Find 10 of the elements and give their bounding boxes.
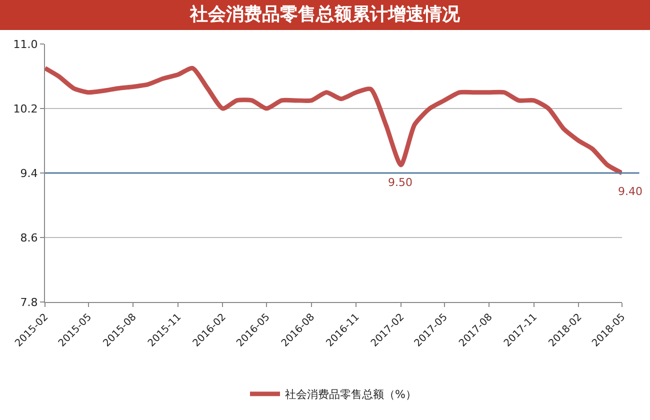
legend-label: 社会消费品零售总额（%） — [285, 388, 416, 402]
y-tick-label: 8.6 — [20, 231, 38, 244]
y-tick-label: 11.0 — [13, 38, 38, 51]
y-tick-label: 9.4 — [20, 166, 38, 180]
y-tick-label: 7.8 — [20, 296, 38, 309]
chart-title: 社会消费品零售总额累计增速情况 — [0, 0, 650, 30]
data-label: 9.40 — [618, 185, 642, 198]
data-label: 9.50 — [388, 176, 412, 189]
line-series — [45, 66, 622, 176]
y-tick-label: 10.2 — [13, 102, 38, 116]
